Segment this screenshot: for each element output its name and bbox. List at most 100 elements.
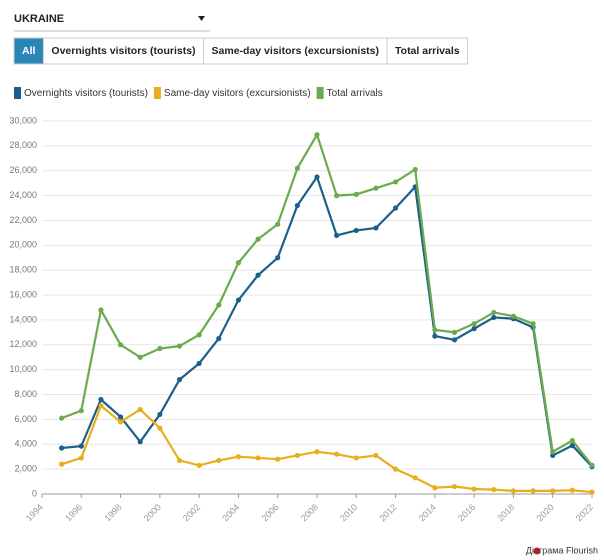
data-point — [314, 132, 320, 138]
data-point — [392, 466, 399, 472]
data-point — [294, 452, 300, 459]
data-point — [78, 443, 84, 449]
data-point — [137, 406, 143, 413]
data-point — [471, 486, 477, 492]
data-point — [412, 166, 418, 173]
data-point — [569, 437, 575, 444]
data-point — [373, 225, 379, 231]
x-tick-label: 2002 — [181, 502, 202, 523]
data-point — [157, 425, 163, 431]
dropdown-arrow[interactable] — [198, 16, 205, 21]
data-point — [157, 345, 163, 352]
filter-button-label[interactable]: All — [22, 45, 36, 57]
data-point — [373, 452, 379, 459]
data-point — [255, 455, 261, 461]
data-point — [491, 314, 497, 321]
data-point — [59, 445, 65, 451]
y-tick-label: 30,000 — [9, 115, 37, 125]
y-tick-label: 8,000 — [14, 389, 37, 399]
y-tick-label: 24,000 — [9, 190, 37, 200]
x-tick-label: 2010 — [338, 502, 359, 523]
button-group: All Overnights visitors (tourists) Same-da… — [13, 37, 469, 65]
x-tick-label: 2006 — [260, 502, 281, 523]
data-point — [589, 462, 595, 469]
data-point — [353, 227, 359, 234]
data-point — [334, 232, 340, 238]
data-point — [294, 165, 300, 171]
data-point — [255, 272, 261, 278]
filter-button-label[interactable]: Same-day visitors (excursionists) — [212, 45, 379, 57]
y-tick-label: 26,000 — [9, 165, 37, 175]
data-point — [137, 439, 143, 445]
legend-label: Same-day visitors (excursionists) — [164, 88, 311, 99]
data-point — [294, 202, 300, 209]
x-tick-label: 2022 — [574, 502, 595, 523]
data-point — [196, 360, 202, 367]
data-point — [491, 309, 497, 316]
data-point — [314, 449, 320, 455]
data-point — [59, 415, 65, 421]
data-point — [216, 335, 222, 342]
legend-swatch — [153, 87, 161, 99]
data-point — [98, 403, 104, 409]
data-point — [589, 489, 595, 495]
data-point — [98, 396, 104, 403]
data-point — [59, 461, 65, 467]
data-point — [432, 333, 438, 339]
data-point — [78, 455, 84, 461]
data-point — [373, 185, 379, 191]
y-tick-label: 14,000 — [9, 314, 37, 324]
data-point — [235, 454, 242, 460]
data-point — [353, 191, 359, 197]
data-point — [451, 337, 458, 343]
filter-button[interactable] — [386, 37, 469, 65]
data-point — [98, 307, 104, 313]
data-point — [510, 313, 517, 319]
dropdown-label[interactable]: UKRAINE — [14, 13, 64, 25]
data-point — [432, 485, 438, 491]
filter-button-label[interactable]: Total arrivals — [395, 45, 460, 57]
y-tick-label: 6,000 — [14, 414, 37, 424]
y-tick-label: 22,000 — [9, 215, 37, 225]
data-point — [392, 205, 399, 211]
data-point — [569, 442, 575, 449]
data-point — [235, 297, 242, 303]
data-point — [353, 455, 359, 461]
data-point — [216, 457, 222, 464]
data-point — [255, 236, 261, 242]
data-point — [196, 462, 202, 469]
filter-button[interactable] — [42, 37, 205, 65]
data-point — [334, 451, 340, 457]
y-tick-label: 20,000 — [9, 240, 37, 250]
x-tick-label: 2004 — [220, 502, 241, 523]
data-point — [275, 255, 281, 261]
x-tick-label: 1996 — [63, 502, 84, 523]
data-point — [216, 302, 222, 308]
data-point — [392, 179, 399, 185]
y-tick-label: 2,000 — [14, 464, 37, 474]
data-point — [157, 411, 163, 418]
y-tick-label: 0 — [32, 488, 37, 498]
data-point — [550, 452, 556, 459]
x-tick-label: 2012 — [377, 502, 398, 523]
data-point — [451, 483, 458, 490]
data-point — [530, 488, 536, 494]
filter-button[interactable] — [203, 37, 388, 65]
legend-label: Total arrivals — [327, 88, 383, 99]
data-point — [117, 342, 124, 348]
data-point — [176, 377, 183, 383]
data-point — [471, 326, 477, 332]
data-point — [412, 475, 418, 481]
x-tick-label: 2008 — [299, 502, 320, 523]
data-point — [275, 456, 281, 462]
data-point — [550, 488, 556, 494]
data-point — [275, 221, 281, 227]
x-tick-label: 2016 — [456, 502, 477, 523]
filter-button-label[interactable]: Overnights visitors (tourists) — [51, 45, 195, 57]
series-line — [61, 131, 593, 467]
data-point — [550, 449, 556, 455]
data-point — [235, 260, 242, 266]
footer-credit[interactable]: Діаграма Flourish — [526, 545, 598, 555]
x-tick-label: 2014 — [417, 502, 438, 523]
